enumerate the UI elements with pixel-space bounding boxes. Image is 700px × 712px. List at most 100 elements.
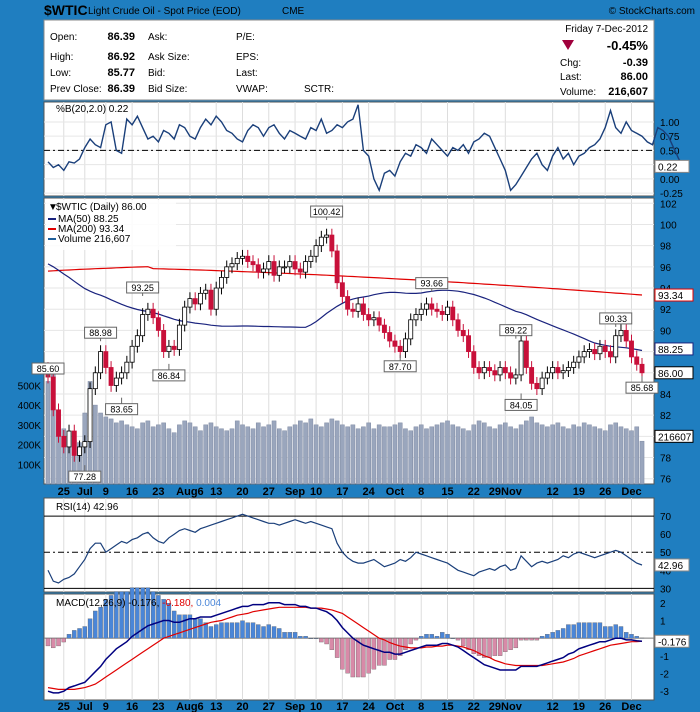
rsi-tick: 50 <box>660 548 672 559</box>
candle-body <box>424 303 429 310</box>
candle-body <box>124 361 130 374</box>
macd-hist-bar <box>361 638 366 678</box>
volume-bar <box>397 422 403 485</box>
volume-bar <box>408 430 414 485</box>
volume-bar <box>524 420 529 485</box>
candle-body <box>497 367 503 376</box>
price-tick: 84 <box>660 390 672 401</box>
down-arrow-icon <box>562 40 574 50</box>
volume-bar <box>182 420 187 485</box>
volume-bar <box>208 422 214 485</box>
macd-hist-bar <box>98 606 103 639</box>
macd-hist-bar <box>560 628 566 639</box>
annotation-box <box>415 277 449 290</box>
candle-body <box>345 296 351 310</box>
candle-body <box>134 335 140 347</box>
volume-bar <box>445 420 450 485</box>
candle-body <box>250 261 256 266</box>
quote-mid-label-0: Ask: <box>148 32 167 43</box>
candle-body <box>145 308 151 315</box>
macd-hist-bar <box>471 638 476 654</box>
volume-bar <box>476 420 482 485</box>
candle-body <box>276 266 282 276</box>
volume-bar <box>534 422 540 485</box>
macd-hist-bar <box>461 638 466 647</box>
x-label-bottom: Sep <box>285 701 305 712</box>
macd-hist-bar <box>72 630 77 639</box>
macd-hist-bar <box>87 618 93 639</box>
volume-bar <box>629 430 634 485</box>
annotation-box <box>152 369 186 382</box>
candle-body <box>187 298 193 308</box>
x-label: 10 <box>310 486 322 498</box>
annotation-label: 77.28 <box>74 472 97 482</box>
rsi-title: RSI(14) 42.96 <box>56 502 119 513</box>
x-label-bottom: 8 <box>418 701 424 712</box>
quote-label-1: High: <box>50 52 73 63</box>
volume-bar <box>45 381 51 485</box>
title-bar <box>0 0 700 20</box>
volume-bar <box>340 424 345 485</box>
x-label-bottom: 22 <box>468 701 480 712</box>
candle-body <box>534 382 540 390</box>
macd-hist-bar <box>235 622 240 639</box>
macd-hist-bar <box>592 622 597 639</box>
candle-body <box>282 266 287 269</box>
macd-hist-bar <box>171 610 177 639</box>
price-tick: 96 <box>660 263 672 274</box>
candle-body <box>66 430 72 448</box>
volume-bar <box>287 426 293 485</box>
right-label-box <box>654 366 694 380</box>
volume-bar <box>450 424 456 485</box>
candle-body <box>292 261 298 270</box>
candle-body <box>192 298 198 305</box>
candle-body <box>129 345 135 363</box>
volume-bar <box>455 426 461 485</box>
x-label: Sep <box>285 486 305 498</box>
macd-hist-bar <box>613 624 618 639</box>
candle-body <box>492 370 498 376</box>
candle-body <box>434 308 440 312</box>
macd-hist-bar <box>355 638 361 678</box>
candle-body <box>240 255 245 259</box>
macd-hist-bar <box>303 636 308 639</box>
annotation-label: 85.68 <box>631 383 654 393</box>
annotation-label: 93.66 <box>420 279 443 289</box>
candle-body <box>471 351 477 368</box>
macd-hist-bar <box>345 638 350 674</box>
macd-title-part: MACD(12,26,9) -0.176, <box>56 598 162 609</box>
candle-body <box>629 340 634 358</box>
volume-bar <box>487 426 492 485</box>
annotation-box <box>68 470 102 483</box>
candle-body <box>418 308 424 315</box>
x-label: Aug6 <box>176 486 204 498</box>
candle-body <box>571 361 577 368</box>
volume-bar <box>613 422 619 485</box>
annotation-box <box>504 398 538 411</box>
volume-bar <box>98 412 103 485</box>
candle-body <box>303 261 309 273</box>
candle-body <box>550 367 556 374</box>
volume-bar <box>124 424 130 485</box>
candle-body <box>576 356 582 363</box>
right-label: 216607 <box>658 432 692 443</box>
macd-hist-bar <box>603 626 608 639</box>
macd-hist-bar <box>587 622 592 639</box>
macd-hist-bar <box>340 638 345 670</box>
macd-hist-bar <box>129 587 135 639</box>
volume-label: Volume: <box>560 87 596 98</box>
volume-bar <box>639 440 645 485</box>
price-tick: 92 <box>660 305 672 316</box>
pctb-title: %B(20,2.0) 0.22 <box>56 104 129 115</box>
x-label-bottom: 20 <box>236 701 248 712</box>
quote-r-label-3: VWAP: <box>236 84 268 95</box>
macd-line <box>47 602 643 694</box>
volume-bar <box>156 424 161 485</box>
x-label: Dec <box>621 486 641 498</box>
candle-body <box>119 372 125 379</box>
legend-entry: Volume 216,607 <box>58 234 131 245</box>
candle-body <box>508 372 514 379</box>
macd-hist-bar <box>524 638 529 641</box>
annotation-box <box>599 312 633 325</box>
macd-hist-bar <box>534 638 540 641</box>
